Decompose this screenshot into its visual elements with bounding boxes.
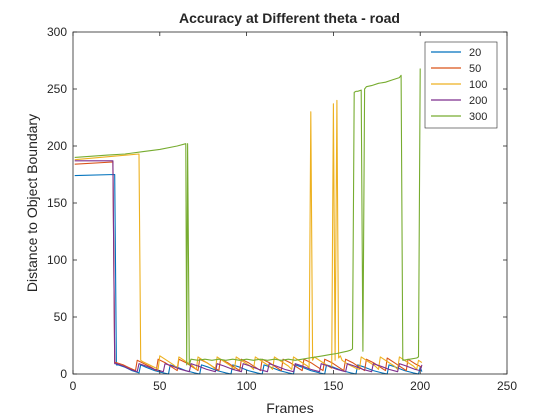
series-line-200: [74, 160, 423, 373]
chart-title: Accuracy at Different theta - road: [179, 10, 400, 26]
legend-box: [424, 41, 498, 129]
legend: 20 50 100 200 300: [424, 41, 498, 129]
x-tick-label: 200: [410, 379, 430, 393]
x-axis-label: Frames: [266, 400, 313, 416]
y-tick-label: 100: [47, 253, 67, 267]
y-tick-label: 50: [54, 310, 68, 324]
legend-label-50: 50: [469, 63, 481, 75]
y-tick-label: 300: [47, 25, 67, 39]
legend-label-300: 300: [469, 111, 487, 123]
y-tick-label: 250: [47, 82, 67, 96]
series-line-100: [74, 99, 423, 370]
series-line-20: [74, 173, 423, 375]
x-tick-label: 150: [323, 379, 343, 393]
y-tick-label: 0: [60, 367, 67, 381]
y-tick-label: 200: [47, 139, 67, 153]
legend-label-100: 100: [469, 79, 487, 91]
x-tick-label: 250: [497, 379, 517, 393]
x-tick-label: 0: [70, 379, 77, 393]
y-tick-label: 150: [47, 196, 67, 210]
tick-layer: 0 50 100 150 200 250 0 50 100 150 200 250 300: [47, 25, 517, 393]
x-tick-label: 50: [153, 379, 167, 393]
legend-label-20: 20: [469, 47, 481, 59]
y-axis-label: Distance to Object Boundary: [24, 114, 40, 292]
series-line-300: [74, 68, 421, 366]
x-tick-label: 100: [237, 379, 257, 393]
series-layer: [74, 68, 423, 375]
legend-label-200: 200: [469, 95, 487, 107]
